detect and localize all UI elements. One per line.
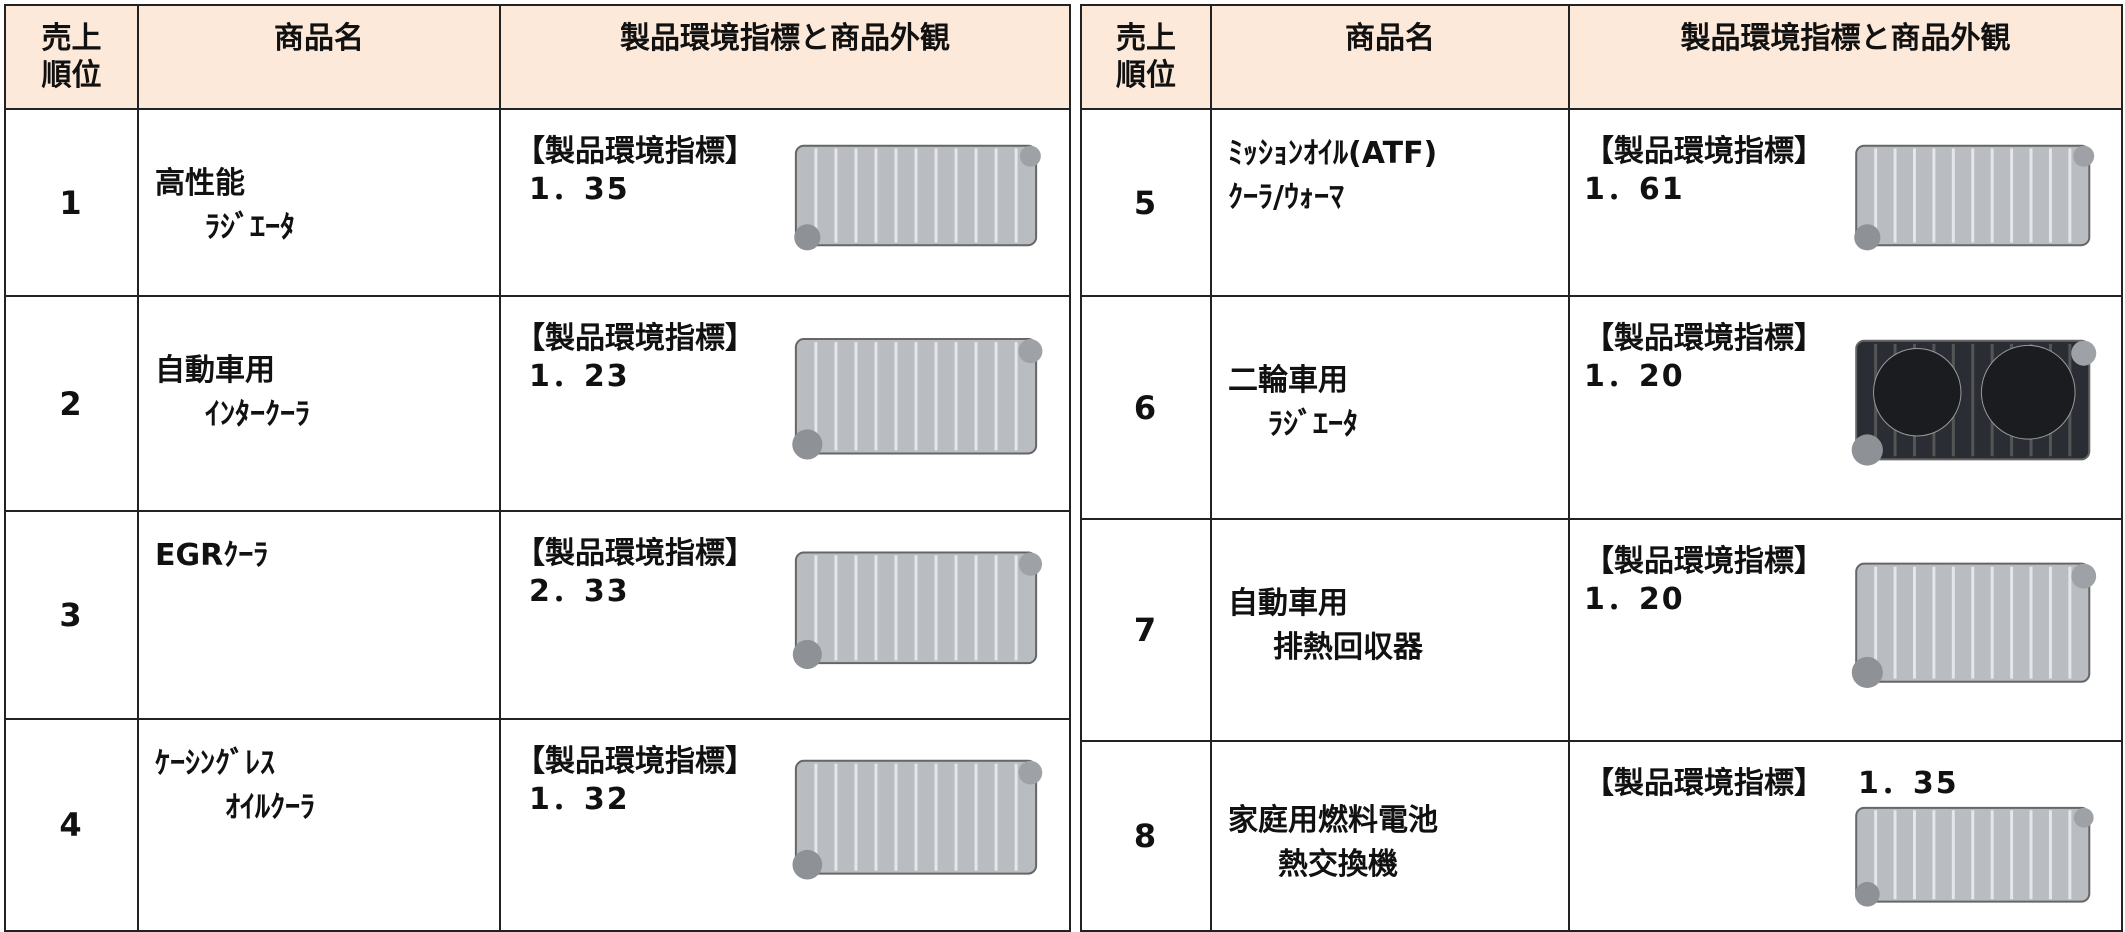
- product-image: [792, 760, 1043, 880]
- index-label: 【製品環境指標】: [1584, 766, 1824, 801]
- product-image: [792, 551, 1043, 669]
- header-rank: 売上 順位: [1080, 4, 1212, 110]
- pipe: [1018, 552, 1043, 576]
- product-name: ｵｲﾙｸｰﾗ: [225, 790, 315, 825]
- product-name: 熱交換機: [1278, 847, 1398, 882]
- cell: [137, 108, 501, 297]
- rank: 7: [1133, 611, 1157, 649]
- rank: 3: [59, 596, 82, 634]
- index-value: 1．61: [1584, 172, 1685, 207]
- cell: [137, 718, 501, 932]
- header-name: 商品名: [137, 4, 501, 110]
- cell: [4, 295, 139, 512]
- product-image: [792, 337, 1043, 460]
- product-name: 二輪車用: [1228, 363, 1348, 398]
- header-rank-line: 売上: [41, 20, 102, 56]
- product-name: 排熱回収器: [1273, 630, 1423, 665]
- index-label: 【製品環境指標】: [515, 134, 755, 169]
- product-name: ｸｰﾗ/ｳｫｰﾏ: [1228, 180, 1344, 215]
- rank: 8: [1133, 817, 1157, 855]
- product-image: [794, 145, 1041, 251]
- index-label: 【製品環境指標】: [515, 321, 755, 356]
- index-label: 【製品環境指標】: [1584, 134, 1824, 169]
- cell: [4, 718, 139, 932]
- index-value: 1．35: [1858, 766, 1959, 801]
- cell: [4, 108, 139, 297]
- product-image: [1853, 145, 2094, 251]
- pipe: [1018, 761, 1043, 785]
- cell: [137, 295, 501, 512]
- product-name: ｹｰｼﾝｸﾞﾚｽ: [155, 746, 275, 781]
- product-image: [1854, 807, 2094, 907]
- header-name: 商品名: [1210, 4, 1570, 110]
- pipe: [1018, 338, 1043, 363]
- header-rank-line: 順位: [41, 58, 102, 93]
- pipe: [1019, 146, 1041, 168]
- product-name: 自動車用: [155, 353, 275, 388]
- rank: 2: [59, 384, 82, 423]
- cell: [1080, 740, 1212, 932]
- product-name: ﾗｼﾞｴｰﾀ: [205, 210, 295, 245]
- pipe: [792, 850, 823, 880]
- cell: [1080, 108, 1212, 297]
- index-value: 1．35: [529, 172, 630, 207]
- pipe: [794, 224, 821, 251]
- rank: 1: [59, 183, 82, 222]
- cell: [137, 510, 501, 720]
- pipe: [2070, 563, 2096, 589]
- pipe: [2072, 146, 2094, 168]
- fan: [1872, 347, 1961, 437]
- pipe: [1851, 434, 1883, 466]
- pipe: [2073, 808, 2094, 828]
- pipe: [1853, 224, 1880, 251]
- header-index: 製品環境指標と商品外観: [499, 4, 1071, 110]
- rank: 5: [1133, 183, 1157, 222]
- product-name: ｲﾝﾀｰｸｰﾗ: [205, 397, 310, 432]
- pipe: [2070, 340, 2096, 366]
- rank: 6: [1133, 388, 1157, 427]
- header-index: 製品環境指標と商品外観: [1568, 4, 2123, 110]
- product-name: 自動車用: [1228, 586, 1348, 621]
- product-image: [1851, 339, 2096, 466]
- index-value: 1．23: [529, 359, 630, 394]
- fan: [1980, 344, 2076, 440]
- index-label: 【製品環境指標】: [1584, 321, 1824, 356]
- header-rank-line: 順位: [1116, 58, 1176, 93]
- product-name: 家庭用燃料電池: [1228, 803, 1438, 838]
- pipe: [1854, 882, 1880, 907]
- cell: [4, 510, 139, 720]
- pipe: [792, 639, 822, 669]
- index-value: 2．33: [529, 574, 630, 609]
- pipe: [792, 429, 823, 460]
- cell: [1210, 295, 1570, 520]
- index-label: 【製品環境指標】: [1584, 544, 1824, 579]
- rank: 4: [59, 806, 82, 844]
- product-name: ﾐｯｼｮﾝｵｲﾙ(ATF): [1228, 136, 1438, 171]
- index-value: 1．32: [529, 782, 630, 817]
- header-rank: 売上 順位: [4, 4, 139, 110]
- product-name: 高性能: [155, 166, 245, 201]
- product-image: [1851, 562, 2096, 688]
- index-value: 1．20: [1584, 582, 1685, 617]
- product-name: EGRｸｰﾗ: [155, 538, 269, 573]
- cell: [1210, 518, 1570, 742]
- pipe: [1851, 656, 1883, 688]
- product-name: ﾗｼﾞｴｰﾀ: [1268, 407, 1358, 442]
- index-value: 1．20: [1584, 359, 1685, 394]
- index-label: 【製品環境指標】: [515, 536, 755, 571]
- index-label: 【製品環境指標】: [515, 744, 755, 779]
- header-rank-line: 売上: [1116, 20, 1176, 56]
